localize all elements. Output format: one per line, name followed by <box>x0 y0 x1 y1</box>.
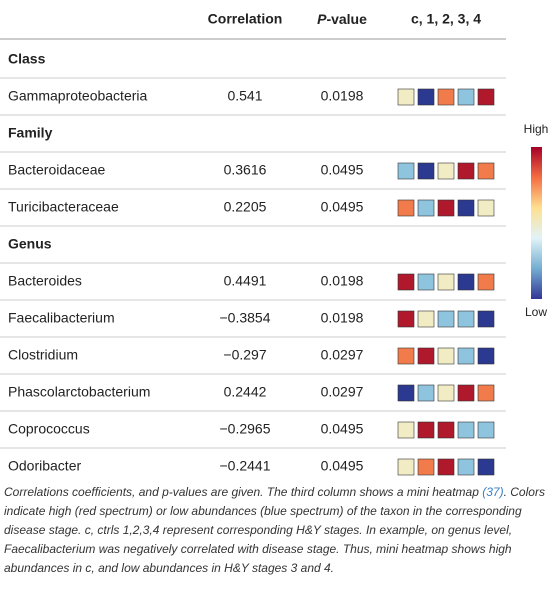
p-value: 0.0495 <box>321 162 364 178</box>
heatmap-cell <box>457 88 475 106</box>
p-value: 0.0198 <box>321 310 364 326</box>
correlation: 0.541 <box>227 88 262 104</box>
section-title: Family <box>8 125 53 141</box>
p-value: 0.0495 <box>321 421 364 437</box>
heatmap-cell <box>477 88 495 106</box>
heatmap-cell <box>477 162 495 180</box>
correlation: −0.3854 <box>220 310 271 326</box>
heatmap-cell <box>477 458 495 476</box>
heatmap-cell <box>457 421 475 439</box>
heatmap-cell <box>417 199 435 217</box>
heatmap-cell <box>397 384 415 402</box>
heatmap-cell <box>477 347 495 365</box>
caption-text: . Colors indicate high (red spectrum) or… <box>4 485 545 575</box>
p-value: 0.0297 <box>321 347 364 363</box>
heatmap-cell <box>397 458 415 476</box>
header-p-value: P-value <box>317 11 367 27</box>
heatmap-cell <box>417 88 435 106</box>
heatmap-cell <box>437 421 455 439</box>
heatmap-cell <box>397 310 415 328</box>
legend-high: High <box>524 122 549 136</box>
taxon-name: Odoribacter <box>8 458 81 474</box>
heatmap-cell <box>477 273 495 291</box>
correlation: −0.297 <box>223 347 266 363</box>
heatmap-cell <box>437 458 455 476</box>
header-p: P <box>317 11 327 27</box>
caption: Correlations coefficients, and p-values … <box>4 483 552 578</box>
heatmap-cell <box>397 347 415 365</box>
heatmap-cell <box>397 421 415 439</box>
heatmap-cell <box>477 421 495 439</box>
caption-text: Correlations coefficients, and p-values … <box>4 485 483 499</box>
section-title: Genus <box>8 236 52 252</box>
taxon-name: Coprococcus <box>8 421 90 437</box>
heatmap-cell <box>457 347 475 365</box>
taxon-name: Bacteroides <box>8 273 82 289</box>
taxon-name: Clostridium <box>8 347 78 363</box>
taxon-name: Phascolarctobacterium <box>8 384 150 400</box>
heatmap-cell <box>437 384 455 402</box>
heatmap-cell <box>437 347 455 365</box>
legend-low: Low <box>525 305 547 319</box>
taxon-name: Faecalibacterium <box>8 310 115 326</box>
correlation: 0.2442 <box>224 384 267 400</box>
heatmap-cell <box>477 310 495 328</box>
taxon-name: Gammaproteobacteria <box>8 88 148 104</box>
p-value: 0.0198 <box>321 88 364 104</box>
heatmap-cell <box>457 199 475 217</box>
heatmap-cell <box>437 162 455 180</box>
taxon-name: Bacteroidaceae <box>8 162 106 178</box>
correlation: −0.2441 <box>220 458 271 474</box>
legend-bar <box>531 147 542 299</box>
heatmap-cell <box>437 199 455 217</box>
heatmap-cell <box>397 162 415 180</box>
p-value: 0.0297 <box>321 384 364 400</box>
heatmap-cell <box>457 384 475 402</box>
heatmap-cell <box>477 199 495 217</box>
correlation: 0.2205 <box>224 199 267 215</box>
header-heatmap: c, 1, 2, 3, 4 <box>411 11 481 27</box>
heatmap-cell <box>457 310 475 328</box>
header-correlation: Correlation <box>208 11 283 27</box>
header-p-rest: -value <box>326 11 367 27</box>
taxon-name: Turicibacteraceae <box>8 199 119 215</box>
p-value: 0.0198 <box>321 273 364 289</box>
heatmap-cell <box>437 310 455 328</box>
heatmap-cell <box>417 347 435 365</box>
heatmap-cell <box>457 162 475 180</box>
heatmap-cell <box>417 162 435 180</box>
p-value: 0.0495 <box>321 458 364 474</box>
heatmap-cell <box>397 199 415 217</box>
correlation: 0.4491 <box>224 273 267 289</box>
p-value: 0.0495 <box>321 199 364 215</box>
heatmap-cell <box>417 310 435 328</box>
section-title: Class <box>8 51 46 67</box>
heatmap-cell <box>457 458 475 476</box>
heatmap-cell <box>437 88 455 106</box>
heatmap-cell <box>417 421 435 439</box>
correlation: −0.2965 <box>220 421 271 437</box>
heatmap-cell <box>457 273 475 291</box>
heatmap-cell <box>397 88 415 106</box>
heatmap-cell <box>417 273 435 291</box>
heatmap-cell <box>417 384 435 402</box>
caption-reference[interactable]: (37) <box>482 485 504 499</box>
table: Correlation P-value c, 1, 2, 3, 4 High L… <box>0 11 549 486</box>
heatmap-cell <box>477 384 495 402</box>
heatmap-cell <box>417 458 435 476</box>
heatmap-cell <box>437 273 455 291</box>
heatmap-cell <box>397 273 415 291</box>
correlation: 0.3616 <box>224 162 267 178</box>
